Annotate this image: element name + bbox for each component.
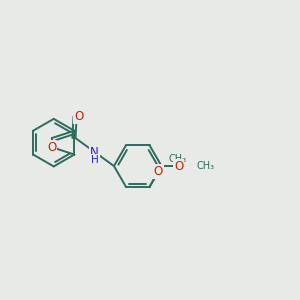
- Text: N: N: [90, 146, 99, 159]
- Text: CH₃: CH₃: [196, 161, 214, 171]
- Text: O: O: [47, 141, 56, 154]
- Text: O: O: [154, 165, 163, 178]
- Text: H: H: [92, 155, 99, 165]
- Text: O: O: [174, 160, 183, 172]
- Text: O: O: [74, 110, 83, 123]
- Text: CH₃: CH₃: [168, 154, 187, 164]
